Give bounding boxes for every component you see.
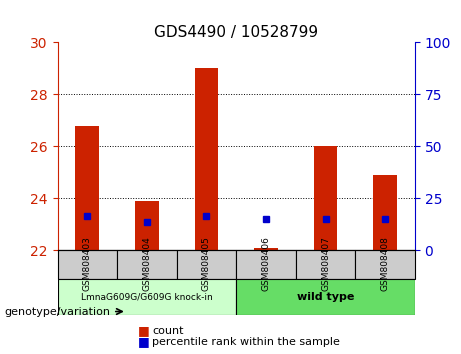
Text: genotype/variation: genotype/variation bbox=[5, 307, 111, 316]
Text: percentile rank within the sample: percentile rank within the sample bbox=[152, 337, 340, 347]
Text: wild type: wild type bbox=[297, 292, 354, 302]
Bar bbox=[373, 175, 397, 250]
Bar bbox=[254, 247, 278, 250]
FancyBboxPatch shape bbox=[236, 279, 415, 315]
Text: GSM808403: GSM808403 bbox=[83, 236, 92, 291]
FancyBboxPatch shape bbox=[58, 279, 236, 315]
Bar bbox=[135, 201, 159, 250]
FancyBboxPatch shape bbox=[236, 250, 296, 279]
Text: LmnaG609G/G609G knock-in: LmnaG609G/G609G knock-in bbox=[81, 293, 213, 302]
Text: GSM808406: GSM808406 bbox=[261, 236, 271, 291]
FancyBboxPatch shape bbox=[296, 250, 355, 279]
Text: GSM808404: GSM808404 bbox=[142, 236, 152, 291]
Text: GSM808405: GSM808405 bbox=[202, 236, 211, 291]
FancyBboxPatch shape bbox=[355, 250, 415, 279]
Text: GSM808408: GSM808408 bbox=[381, 236, 390, 291]
Text: GSM808407: GSM808407 bbox=[321, 236, 330, 291]
Title: GDS4490 / 10528799: GDS4490 / 10528799 bbox=[154, 25, 319, 40]
FancyBboxPatch shape bbox=[58, 250, 117, 279]
Bar bbox=[195, 68, 219, 250]
FancyBboxPatch shape bbox=[177, 250, 236, 279]
FancyBboxPatch shape bbox=[117, 250, 177, 279]
Text: count: count bbox=[152, 326, 183, 336]
Text: ■: ■ bbox=[138, 335, 150, 348]
Bar bbox=[313, 146, 337, 250]
Bar bbox=[76, 126, 99, 250]
Text: ■: ■ bbox=[138, 325, 150, 337]
